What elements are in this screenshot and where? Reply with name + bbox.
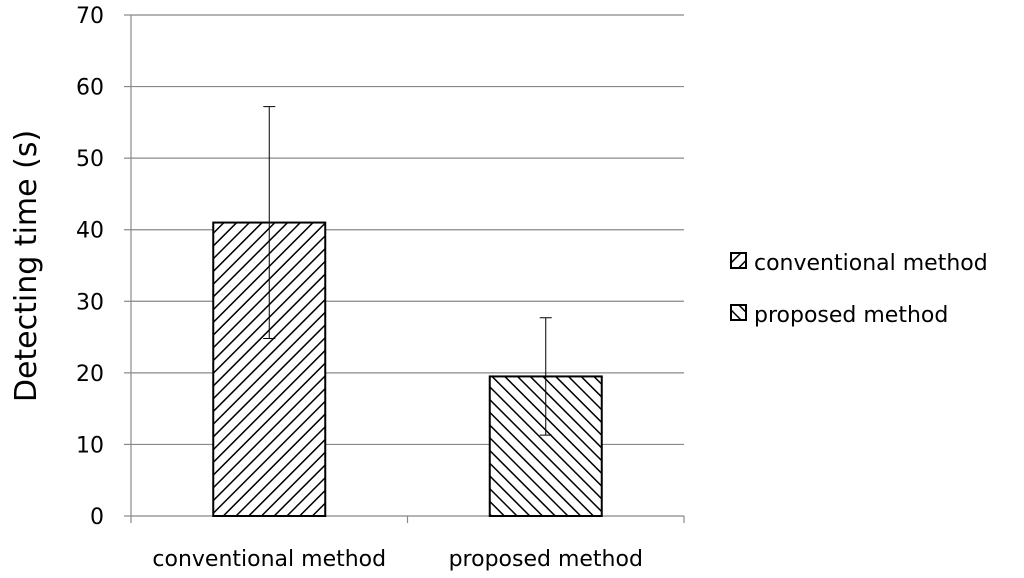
y-tick-label: 40 <box>76 219 104 244</box>
y-axis-title: Detecting time (s) <box>9 130 44 402</box>
y-tick-label: 0 <box>90 505 104 530</box>
legend-label: proposed method <box>754 303 948 328</box>
x-axis-ticks: conventional method proposed method <box>152 547 643 572</box>
legend-swatch <box>730 304 747 321</box>
y-tick-label: 70 <box>76 4 104 29</box>
x-tick-label: conventional method <box>152 547 386 572</box>
y-tick-label: 30 <box>76 290 104 315</box>
bars <box>212 221 603 518</box>
y-tick-label: 50 <box>76 147 104 172</box>
error-bar-conventional-method <box>263 106 276 340</box>
error-bars <box>263 106 552 436</box>
y-axis-ticks: 0 10 20 30 40 50 60 70 <box>76 4 131 530</box>
legend-item: proposed method <box>730 303 948 328</box>
error-bar-proposed-method <box>539 317 552 436</box>
legend-swatch <box>730 252 747 269</box>
x-tick-label: proposed method <box>449 547 643 572</box>
y-tick-label: 20 <box>76 362 104 387</box>
y-tick-label: 60 <box>76 76 104 101</box>
legend-label: conventional method <box>754 251 988 276</box>
y-tick-label: 10 <box>76 433 104 458</box>
legend-item: conventional method <box>730 251 988 276</box>
legend: conventional method proposed method <box>730 251 988 328</box>
